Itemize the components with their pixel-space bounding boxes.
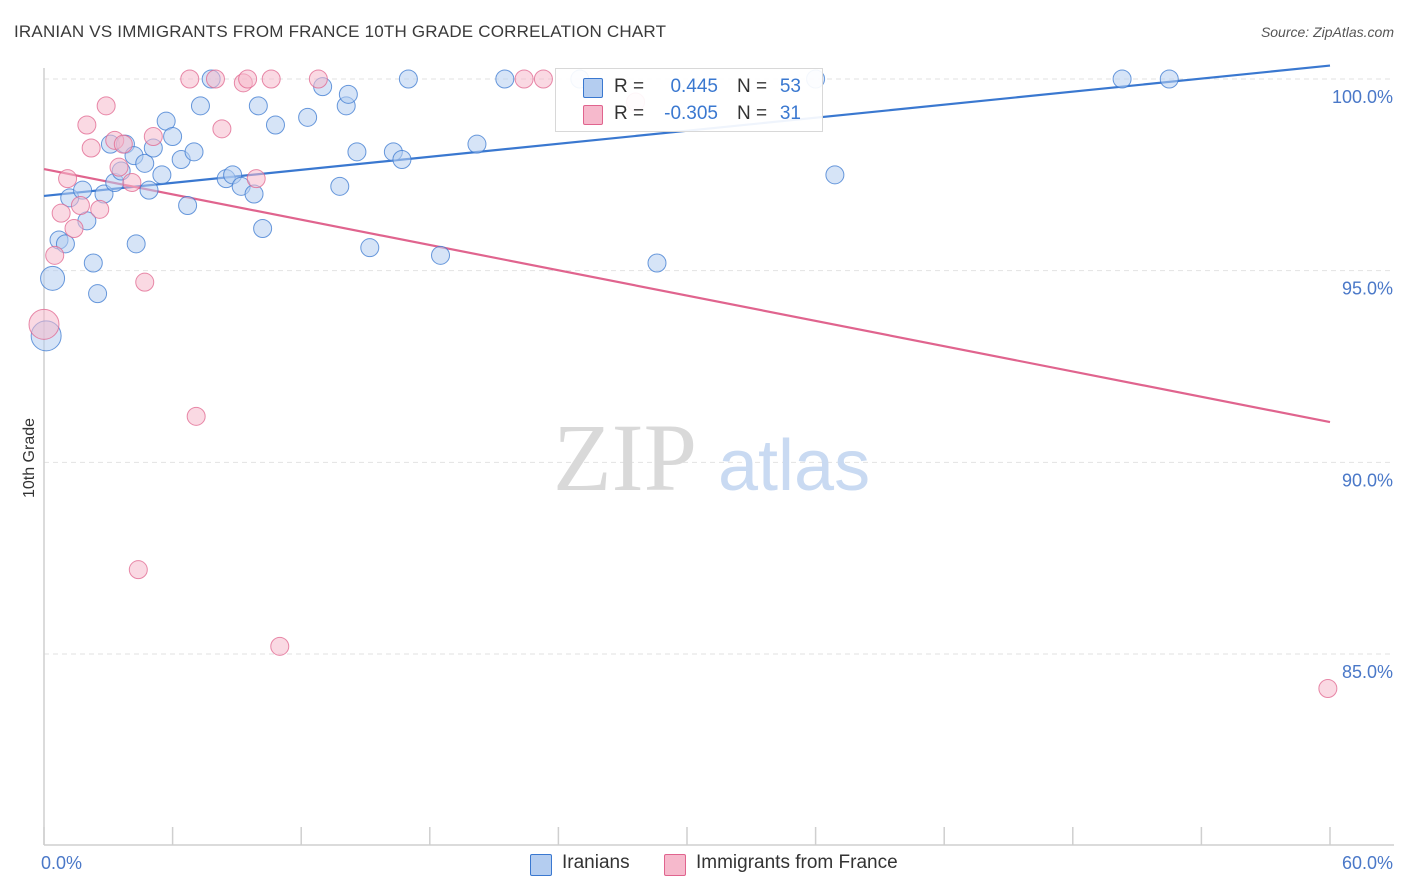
legend-n-value: 31 — [779, 103, 801, 124]
bottom-legend-label: Immigrants from France — [696, 852, 898, 873]
gridlines — [44, 78, 1394, 655]
y-tick-label: 90.0% — [1342, 470, 1393, 490]
point-iranians — [360, 238, 380, 258]
point-iranians — [467, 134, 487, 154]
point-iranians — [248, 96, 268, 116]
point-france — [143, 127, 163, 146]
point-france — [122, 173, 142, 192]
point-iranians — [152, 165, 172, 185]
point-iranians — [139, 180, 159, 200]
legend-n-label: N = — [737, 76, 768, 97]
watermark-atlas: atlas — [718, 426, 870, 506]
axes — [43, 68, 1394, 846]
point-iranians — [392, 150, 412, 169]
chart-title: IRANIAN VS IMMIGRANTS FROM FRANCE 10TH G… — [14, 22, 667, 41]
point-iranians — [495, 69, 515, 89]
point-france — [70, 196, 90, 215]
tick-labels: 85.0% 90.0% 95.0% 100.0% 0.0% 60.0% 10th Grade — [21, 87, 1393, 873]
legend-r-label: R = — [614, 76, 645, 97]
legend-row-france: R = -0.305 N = 31 — [556, 100, 822, 128]
point-france — [90, 199, 110, 219]
point-iranians — [431, 245, 451, 265]
point-france — [96, 96, 116, 116]
point-france — [109, 157, 129, 177]
point-france — [238, 69, 258, 89]
point-iranians — [265, 115, 285, 135]
bottom-legend-label: Iranians — [562, 852, 630, 873]
point-iranians — [1112, 69, 1132, 89]
data-points — [28, 69, 1338, 698]
point-iranians — [347, 142, 367, 162]
point-france — [308, 69, 328, 89]
legend-n-label: N = — [737, 103, 768, 124]
point-france — [270, 636, 290, 656]
point-iranians — [178, 196, 198, 215]
point-france — [51, 203, 71, 223]
point-france — [186, 406, 206, 426]
point-iranians — [330, 176, 350, 196]
point-france — [514, 69, 534, 89]
legend-n-value: 53 — [779, 76, 801, 97]
point-iranians — [40, 265, 66, 291]
bottom-legend-swatch-blue — [530, 854, 552, 876]
point-france — [64, 219, 84, 238]
point-france — [205, 69, 225, 89]
point-iranians — [398, 69, 418, 89]
bottom-legend-swatch-pink — [664, 854, 686, 876]
y-tick-label: 85.0% — [1342, 662, 1393, 682]
point-france — [113, 134, 133, 154]
point-iranians — [298, 107, 318, 127]
point-iranians — [825, 165, 845, 185]
source-label: Source: ZipAtlas.com — [1260, 24, 1394, 40]
point-france — [58, 169, 78, 189]
legend-swatch-pink — [583, 105, 603, 125]
x-tick-label: 60.0% — [1342, 853, 1393, 873]
point-france — [28, 308, 60, 340]
point-iranians — [190, 96, 210, 116]
legend-swatch-blue — [583, 78, 603, 98]
point-france — [246, 169, 266, 189]
y-tick-label: 100.0% — [1332, 87, 1393, 107]
point-iranians — [88, 284, 108, 304]
stats-legend: R = 0.445 N = 53 R = -0.305 N = 31 — [555, 68, 823, 132]
point-iranians — [647, 253, 667, 273]
legend-r-label: R = — [614, 103, 645, 124]
trend-line-france — [43, 168, 1331, 424]
point-iranians — [184, 142, 204, 162]
y-axis-title: 10th Grade — [21, 418, 38, 498]
point-france — [77, 115, 97, 135]
point-iranians — [253, 219, 273, 238]
point-iranians — [338, 84, 358, 104]
point-iranians — [163, 127, 183, 146]
point-france — [128, 560, 148, 580]
point-iranians — [1159, 69, 1179, 89]
point-iranians — [83, 253, 103, 273]
x-tick-label: 0.0% — [41, 853, 82, 873]
point-iranians — [135, 153, 155, 173]
point-france — [81, 138, 101, 158]
point-france — [45, 245, 65, 265]
legend-r-value: 0.445 — [670, 76, 718, 97]
watermark-zip: ZIP — [553, 404, 697, 511]
point-france — [180, 69, 200, 89]
y-tick-label: 95.0% — [1342, 279, 1393, 299]
point-france — [1318, 679, 1338, 698]
point-france — [135, 272, 155, 292]
legend-row-iranians: R = 0.445 N = 53 — [556, 73, 822, 101]
legend-r-value: -0.305 — [664, 103, 718, 124]
point-iranians — [126, 234, 146, 254]
point-france — [212, 119, 232, 139]
point-france — [261, 69, 281, 89]
point-france — [533, 69, 553, 89]
